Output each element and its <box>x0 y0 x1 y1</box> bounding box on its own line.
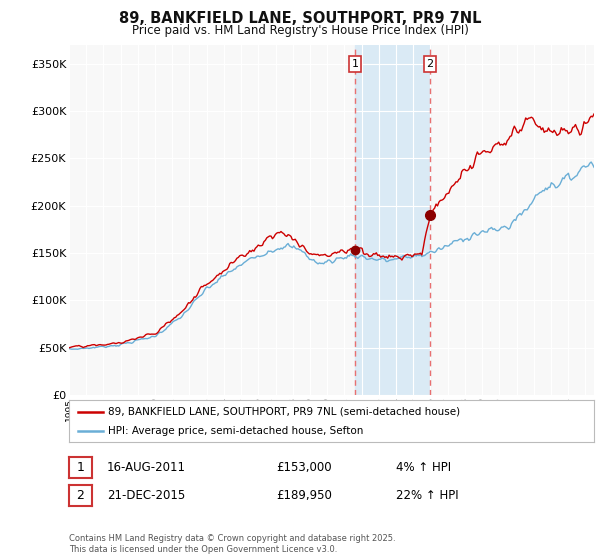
Text: 89, BANKFIELD LANE, SOUTHPORT, PR9 7NL (semi-detached house): 89, BANKFIELD LANE, SOUTHPORT, PR9 7NL (… <box>109 407 461 417</box>
Text: 22% ↑ HPI: 22% ↑ HPI <box>396 489 458 502</box>
Text: 1: 1 <box>352 59 359 69</box>
Bar <box>355 45 430 395</box>
Text: 21-DEC-2015: 21-DEC-2015 <box>107 489 185 502</box>
Text: 89, BANKFIELD LANE, SOUTHPORT, PR9 7NL: 89, BANKFIELD LANE, SOUTHPORT, PR9 7NL <box>119 11 481 26</box>
Text: Contains HM Land Registry data © Crown copyright and database right 2025.
This d: Contains HM Land Registry data © Crown c… <box>69 534 395 554</box>
Text: Price paid vs. HM Land Registry's House Price Index (HPI): Price paid vs. HM Land Registry's House … <box>131 24 469 36</box>
Text: 2: 2 <box>76 489 85 502</box>
Text: 1: 1 <box>76 461 85 474</box>
Text: 2: 2 <box>427 59 434 69</box>
Text: 16-AUG-2011: 16-AUG-2011 <box>107 461 186 474</box>
Text: HPI: Average price, semi-detached house, Sefton: HPI: Average price, semi-detached house,… <box>109 426 364 436</box>
Text: £189,950: £189,950 <box>276 489 332 502</box>
Text: £153,000: £153,000 <box>276 461 332 474</box>
Text: 4% ↑ HPI: 4% ↑ HPI <box>396 461 451 474</box>
